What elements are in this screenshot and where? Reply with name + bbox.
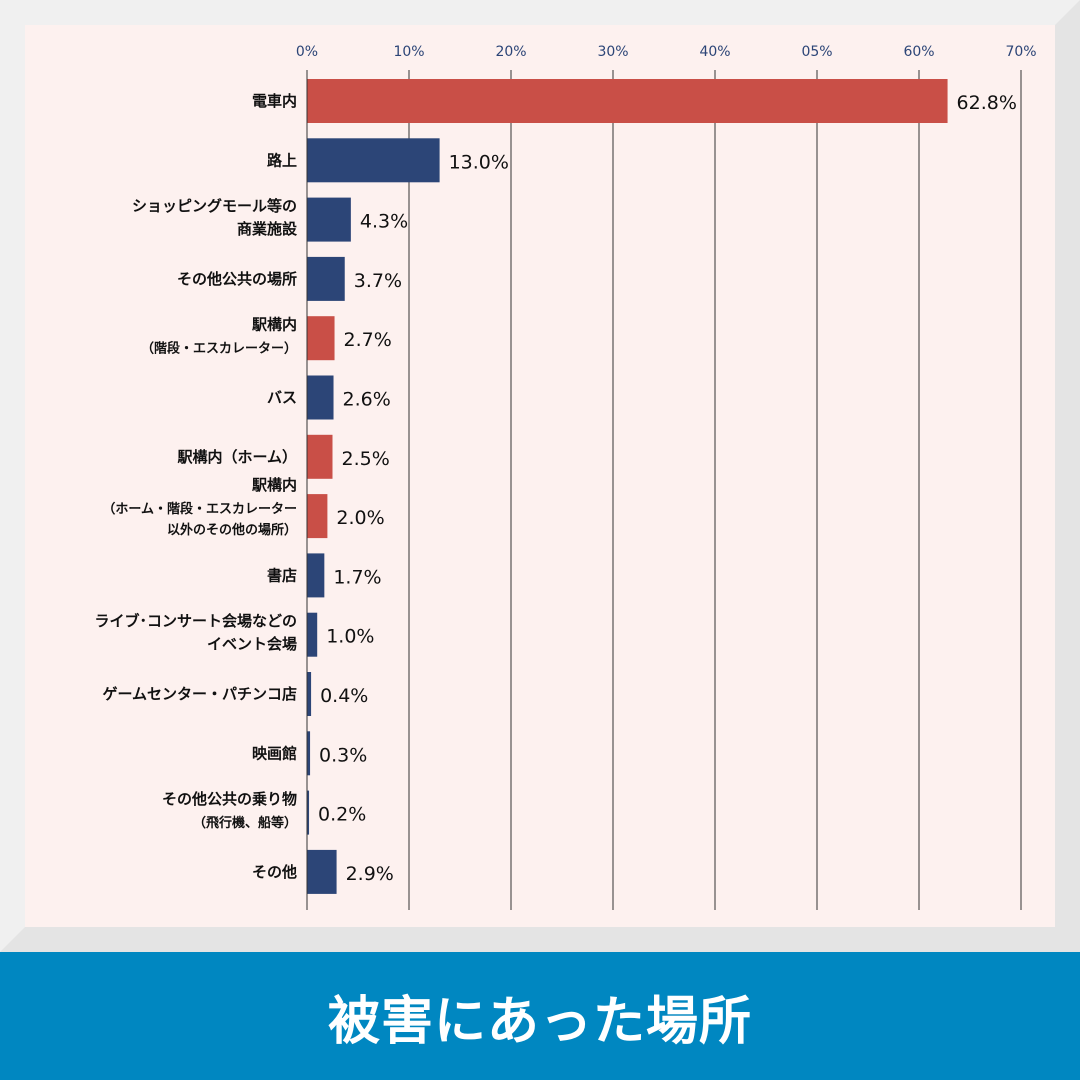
x-tick-label: 10%	[393, 44, 424, 60]
bar	[307, 849, 337, 894]
bar	[307, 197, 351, 242]
category-label: ゲームセンター・パチンコ店	[102, 685, 297, 703]
bar	[307, 79, 948, 123]
bar	[307, 494, 328, 539]
data-label: 1.7%	[333, 566, 381, 588]
data-label: 2.0%	[336, 507, 384, 529]
bar	[307, 256, 345, 301]
data-label: 2.9%	[346, 863, 394, 885]
bar	[307, 434, 333, 479]
category-label: 駅構内（ホーム）	[176, 448, 297, 466]
bar	[307, 316, 335, 361]
category-label: その他公共の場所	[177, 270, 297, 288]
chart-title: 被害にあった場所	[327, 991, 752, 1052]
data-label: 4.3%	[360, 211, 408, 233]
category-label: （飛行機、船等）	[193, 815, 297, 831]
category-label: （ホーム・階段・エスカレーター	[102, 501, 297, 517]
category-label: 駅構内	[251, 316, 297, 334]
bar	[307, 731, 311, 776]
category-label: 駅構内	[251, 476, 297, 494]
x-tick-label: 20%	[495, 44, 526, 60]
bar	[307, 138, 440, 183]
x-tick-label: 60%	[903, 44, 934, 60]
chart-panel	[25, 25, 1055, 927]
category-label: 以外のその他の場所）	[167, 522, 297, 538]
category-label: その他	[252, 863, 297, 881]
data-label: 0.3%	[319, 744, 367, 766]
bar	[307, 672, 312, 716]
bar	[307, 612, 318, 657]
bar-chart: 0% 10% 20% 30% 40% 05% 60% 70% 62.8% 電車内 13.0% 路上 4.…	[94, 44, 1037, 910]
category-label: ライブ･コンサート会場などの	[94, 612, 297, 630]
data-label: 0.2%	[318, 804, 366, 826]
bar	[307, 790, 310, 835]
x-tick-label: 70%	[1005, 44, 1036, 60]
category-label: 商業施設	[237, 220, 298, 238]
data-label: 3.7%	[354, 270, 402, 292]
title-banner: 被害にあった場所	[0, 952, 1080, 1080]
data-label: 2.5%	[342, 448, 390, 470]
data-label: 0.4%	[320, 685, 368, 707]
category-label: バス	[267, 389, 297, 407]
category-label: 書店	[267, 566, 297, 584]
category-label: （階段・エスカレーター）	[141, 341, 297, 357]
data-label: 1.0%	[326, 626, 374, 648]
data-label: 2.6%	[343, 389, 391, 411]
x-tick-label: 0%	[296, 44, 318, 60]
category-label: 映画館	[252, 744, 297, 762]
bar	[307, 375, 334, 420]
category-label: 電車内	[252, 92, 297, 110]
category-label: ショッピングモール等の	[132, 197, 297, 215]
bar	[307, 553, 325, 598]
data-label: 62.8%	[957, 92, 1017, 114]
category-label: その他公共の乗り物	[162, 790, 297, 808]
x-tick-label: 30%	[597, 44, 628, 60]
data-label: 13.0%	[449, 151, 509, 173]
data-label: 2.7%	[344, 329, 392, 351]
x-tick-label: 40%	[699, 44, 730, 60]
category-label: イベント会場	[207, 635, 297, 653]
x-tick-label: 05%	[801, 44, 832, 60]
category-label: 路上	[267, 151, 297, 169]
